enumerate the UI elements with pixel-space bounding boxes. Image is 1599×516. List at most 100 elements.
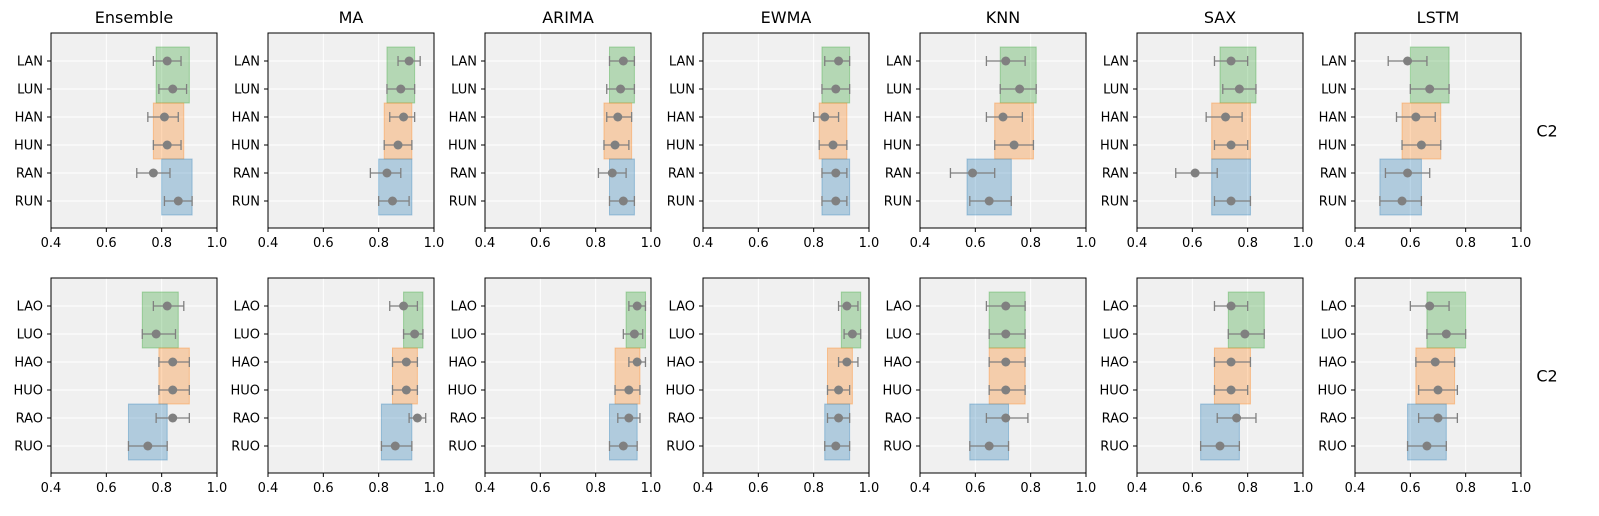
band-green [999,46,1037,104]
data-point-hun [393,140,403,150]
x-tick-label: 0.4 [1345,236,1366,251]
axes-frame [1354,277,1522,474]
x-tick-label: 0.8 [1020,481,1041,496]
data-point-ran [1403,168,1413,178]
panel-arima-row-1: LAN LUN HAN HUN RAN RUN 0.4 0.6 0.8 1.0 ARIMA [448,8,661,251]
data-point-huo [168,385,178,395]
y-tick-label: RUO [1100,440,1129,455]
data-point-ran [148,168,158,178]
data-point-ruo [1215,441,1225,451]
x-tick-label: 0.8 [1237,236,1258,251]
y-tick-label: LUN [1321,83,1347,98]
data-point-hao [1001,357,1011,367]
y-tick-label: RUO [448,440,477,455]
data-point-rao [1001,413,1011,423]
y-tick-label: LUN [17,83,43,98]
data-point-hao [842,357,852,367]
axes-frame [484,32,652,229]
data-point-run [831,196,841,206]
data-point-huo [401,385,411,395]
band-blue [380,403,413,461]
y-tick-label: LUO [1103,328,1129,343]
data-point-rao [168,413,178,423]
x-tick-label: 0.6 [96,236,117,251]
y-tick-label: RUO [231,440,260,455]
band-orange [614,347,641,405]
band-blue [609,158,635,216]
y-tick-label: RAO [885,412,912,427]
x-tick-label: 0.4 [258,481,279,496]
x-tick-label: 1.0 [1076,481,1097,496]
y-tick-label: RUO [1318,440,1347,455]
y-tick-label: RUO [666,440,695,455]
y-tick-label: RAO [1320,412,1347,427]
y-tick-label: RAO [233,412,260,427]
y-tick-label: RUN [15,195,43,210]
x-tick-label: 0.4 [41,481,62,496]
y-tick-label: RAN [885,167,912,182]
y-tick-label: LUO [17,328,43,343]
x-tick-label: 1.0 [207,481,228,496]
y-tick-label: LUO [669,328,695,343]
x-tick-label: 0.4 [258,236,279,251]
data-point-rao [412,413,422,423]
y-tick-label: RUN [884,195,912,210]
data-point-hao [1430,357,1440,367]
y-tick-label: HAN [15,111,43,126]
band-green [625,291,646,349]
y-tick-label: RUO [883,440,912,455]
data-point-lun [396,84,406,94]
band-orange [383,102,413,160]
y-tick-label: RAO [450,412,477,427]
y-tick-label: RAO [16,412,43,427]
data-point-lun [168,84,178,94]
data-point-lun [1425,84,1435,94]
panel-title: ARIMA [542,8,594,27]
data-point-lao [1425,301,1435,311]
data-point-luo [629,329,639,339]
data-point-han [159,112,169,122]
data-point-luo [1441,329,1451,339]
data-point-hun [1226,140,1236,150]
y-tick-label: LUN [234,83,260,98]
band-blue [378,158,413,216]
x-tick-label: 0.8 [151,481,172,496]
data-point-run [1397,196,1407,206]
y-tick-label: RUN [449,195,477,210]
data-point-ruo [143,441,153,451]
y-tick-label: LUO [1321,328,1347,343]
y-tick-label: RUN [667,195,695,210]
band-blue [127,403,168,461]
panel-title: LSTM [1417,8,1460,27]
data-point-hao [401,357,411,367]
panel-ensemble-row-1: LAN LUN HAN HUN RAN RUN 0.4 0.6 0.8 1.0 Ensemble [14,8,227,251]
x-tick-label: 1.0 [1511,481,1532,496]
plot-area [1137,278,1303,473]
band-blue [609,403,638,461]
x-tick-label: 0.6 [1400,481,1421,496]
y-tick-label: LUN [886,83,912,98]
y-tick-label: RAN [1320,167,1347,182]
axes-frame [267,277,435,474]
x-tick-label: 0.8 [368,236,389,251]
axes-frame [919,277,1087,474]
data-point-run [388,196,397,206]
plot-area [1137,33,1303,228]
y-tick-label: LUO [234,328,260,343]
y-tick-label: HUO [1099,384,1129,399]
data-point-luo [847,329,857,339]
plot-area [485,278,651,473]
panel-ma-row-2: LAO LUO HAO HUO RAO RUO 0.4 0.6 0.8 1.0 [230,277,444,496]
band-green [1227,291,1265,349]
y-tick-label: HUN [1318,139,1347,154]
plot-area [703,278,869,473]
data-point-huo [624,385,634,395]
data-point-run [173,196,183,206]
data-point-ruo [984,441,994,451]
panel-ensemble-row-2: LAO LUO HAO HUO RAO RUO 0.4 0.6 0.8 1.0 [13,277,228,496]
band-blue [966,158,1012,216]
x-tick-label: 0.6 [313,236,334,251]
y-tick-label: LAO [669,300,695,315]
band-blue [1379,158,1422,216]
panel-title: KNN [986,8,1020,27]
